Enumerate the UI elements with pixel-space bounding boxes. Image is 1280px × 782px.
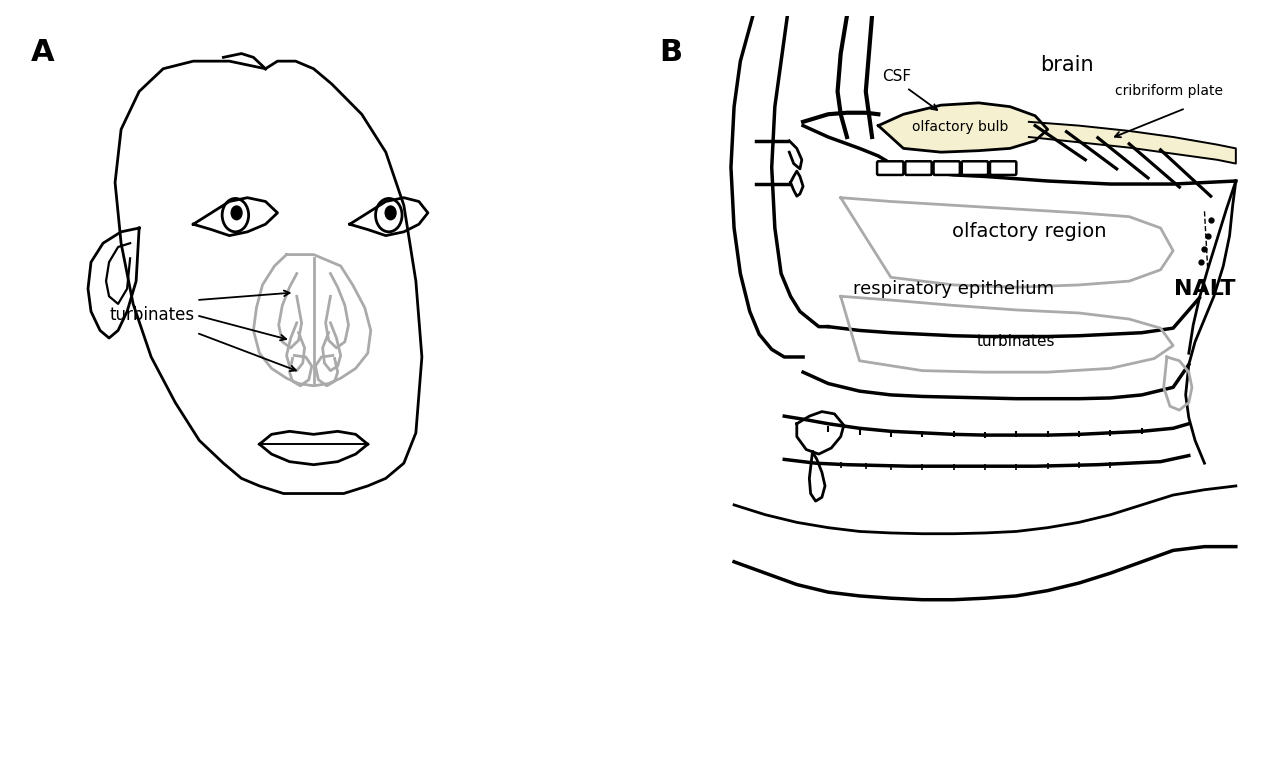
Text: CSF: CSF (883, 69, 911, 84)
Text: turbinates: turbinates (109, 307, 195, 325)
FancyBboxPatch shape (961, 161, 988, 175)
Text: turbinates: turbinates (977, 335, 1056, 350)
Text: B: B (659, 38, 682, 67)
Circle shape (385, 206, 396, 220)
Text: A: A (31, 38, 55, 67)
Text: cribriform plate: cribriform plate (1115, 84, 1224, 99)
Polygon shape (878, 103, 1048, 152)
Circle shape (232, 206, 242, 220)
FancyBboxPatch shape (989, 161, 1016, 175)
Text: respiratory epithelium: respiratory epithelium (852, 280, 1055, 298)
Polygon shape (1029, 122, 1236, 163)
FancyBboxPatch shape (933, 161, 960, 175)
Text: brain: brain (1039, 55, 1093, 75)
Text: olfactory region: olfactory region (951, 222, 1106, 242)
FancyBboxPatch shape (905, 161, 932, 175)
Text: olfactory bulb: olfactory bulb (911, 120, 1009, 135)
Text: NALT: NALT (1174, 278, 1235, 299)
FancyBboxPatch shape (877, 161, 904, 175)
